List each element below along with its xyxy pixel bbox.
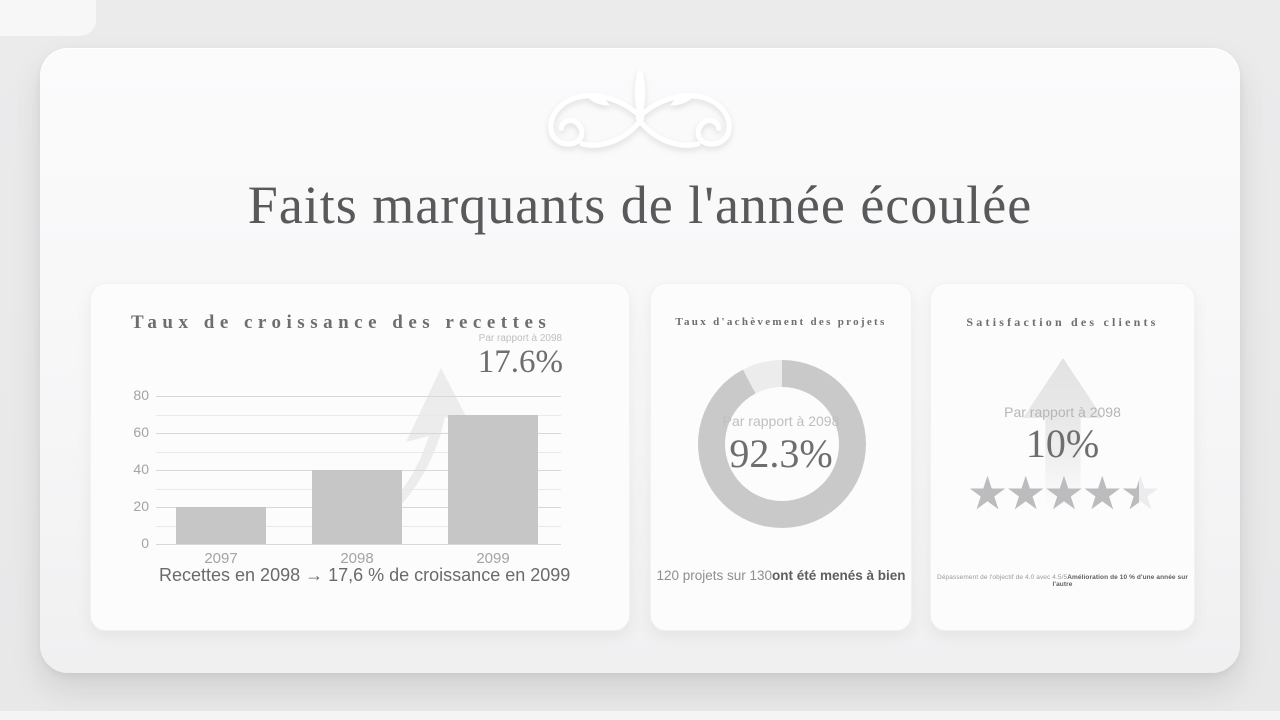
projects-caption-normal: 120 projets sur 130 [656,568,773,583]
gridline-major [156,433,561,434]
projects-caption: 120 projets sur 130ont été menés à bien [651,568,911,583]
page-title: Faits marquants de l'année écoulée [247,175,1033,235]
donut-hole [725,387,839,501]
growth-arrow-icon [354,368,470,536]
projects-caption-bold: ont été menés à bien [772,568,906,583]
card-client-satisfaction: Satisfaction des clients Par rapport à 2… [930,283,1195,631]
gridline-minor [156,451,561,453]
card-projects-title: Taux d'achèvement des projets [675,316,887,328]
card-satisfaction-title: Satisfaction des clients [966,315,1159,329]
card-revenue-growth: Taux de croissance des recettes Par rapp… [90,283,630,631]
x-axis-label: 2098 [340,550,374,567]
satisfaction-value: 10% [1025,421,1100,466]
star-rating: ★★★★★★★★★★ [931,470,1194,516]
donut-chart [698,360,866,528]
top-left-patch [0,0,96,36]
x-axis-label: 2097 [204,550,238,567]
y-axis-tick: 40 [133,461,149,477]
star-icon: ★★ [966,467,1008,519]
gridline-major [156,396,561,397]
satisfaction-caption-normal: Dépassement de l'objectif de 4.0 avec 4.… [937,574,1068,581]
star-icon: ★★ [1081,467,1123,519]
star-icon: ★★ [1043,467,1084,519]
gridline-major [156,544,561,545]
bar-chart: 0 20 40 60 80 2097 2098 2099 [91,284,629,630]
star-icon: ★★ [1119,467,1161,519]
y-axis-tick: 20 [133,498,149,514]
x-axis-label: 2099 [476,550,510,567]
satisfaction-compare-label: Par rapport à 2098 [1004,404,1121,420]
revenue-growth-value: 17.6% [477,344,563,380]
satisfaction-caption: Dépassement de l'objectif de 4.0 avec 4.… [931,574,1194,588]
revenue-kpi: Par rapport à 2098 17.6% [478,333,563,380]
revenue-compare-label: Par rapport à 2098 [478,333,563,344]
flourish-ornament-icon [548,68,732,148]
bar-2099 [448,414,538,544]
y-axis-tick: 60 [133,424,149,440]
y-axis-tick: 80 [133,387,149,403]
y-axis-tick: 0 [141,535,149,551]
gridline-minor [156,414,561,416]
star-icon: ★★ [1005,467,1046,519]
card-revenue-title: Taux de croissance des recettes [131,312,552,333]
bar-2098 [312,470,402,544]
revenue-caption: Recettes en 2098 → 17,6 % de croissance … [159,565,571,585]
projects-completion-value: 92.3% [729,431,833,476]
satisfaction-caption-bold: Amélioration de 10 % d'une année sur l'a… [1052,574,1188,588]
projects-compare-label: Par rapport à 2098 [722,413,840,429]
bottom-strip [0,711,1280,720]
card-project-completion: Taux d'achèvement des projets Par rappor… [650,283,912,631]
slide: Faits marquants de l'année écoulée Taux … [40,48,1240,673]
bar-2097 [176,507,266,544]
